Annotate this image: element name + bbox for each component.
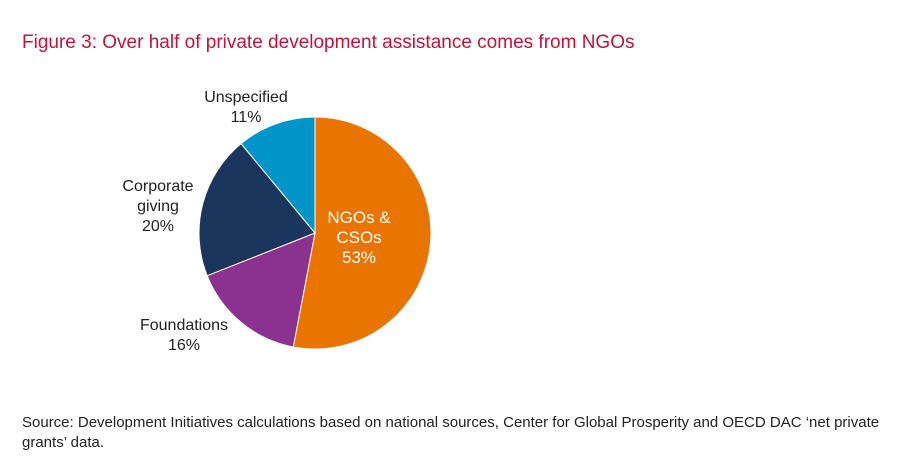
slice-name-line: Corporate <box>106 177 210 197</box>
slice-label-unspecified: Unspecified 11% <box>186 88 306 128</box>
slice-value: 20% <box>106 217 210 237</box>
slice-name-line: NGOs & <box>314 208 404 228</box>
slice-value: 16% <box>124 336 244 356</box>
slice-label-ngos-csos: NGOs & CSOs 53% <box>314 208 404 268</box>
slice-value: 53% <box>314 248 404 268</box>
slice-label-corporate-giving: Corporate giving 20% <box>106 177 210 237</box>
slice-value: 11% <box>186 108 306 128</box>
slice-name-line: Foundations <box>124 316 244 336</box>
slice-name-line: Unspecified <box>186 88 306 108</box>
slice-name-line: giving <box>106 197 210 217</box>
slice-label-foundations: Foundations 16% <box>124 316 244 356</box>
source-note: Source: Development Initiatives calculat… <box>22 413 892 453</box>
slice-name-line: CSOs <box>314 228 404 248</box>
